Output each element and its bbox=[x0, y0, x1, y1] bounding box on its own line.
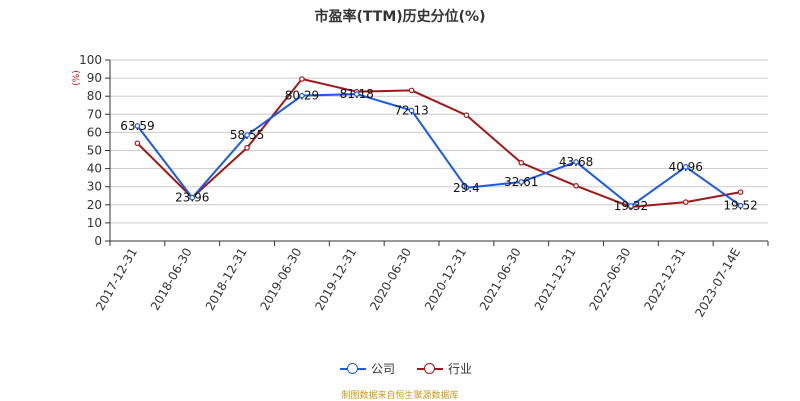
data-label: 72.13 bbox=[394, 103, 428, 117]
data-point-1 bbox=[737, 189, 744, 195]
legend-swatch-company bbox=[340, 362, 366, 375]
series-line-1 bbox=[136, 77, 741, 208]
data-point-0 bbox=[737, 202, 744, 209]
data-label: 43.68 bbox=[559, 155, 593, 169]
data-label: 81.18 bbox=[340, 87, 374, 101]
y-tick-label: 0 bbox=[94, 234, 102, 248]
x-tick-label: 2022-06-30 bbox=[587, 246, 634, 313]
source-note: 制图数据来自恒生聚源数据库 bbox=[341, 391, 459, 401]
data-point-0 bbox=[408, 107, 415, 114]
data-label: 40.96 bbox=[669, 160, 703, 174]
data-label: 19.52 bbox=[723, 199, 757, 213]
legend-label-industry: 行业 bbox=[448, 362, 473, 376]
data-point-0 bbox=[353, 91, 360, 97]
data-label: 80.29 bbox=[285, 89, 319, 103]
data-point-0 bbox=[682, 164, 689, 170]
x-tick-label: 2021-12-31 bbox=[532, 246, 579, 313]
x-tick-label: 2022-12-31 bbox=[641, 246, 688, 313]
data-point-0 bbox=[628, 203, 634, 209]
series-layer bbox=[134, 76, 744, 210]
legend: 公司 行业 bbox=[340, 360, 472, 377]
y-axis-label: (%) bbox=[72, 70, 82, 86]
y-tick-label: 70 bbox=[87, 107, 102, 121]
data-label: 23.96 bbox=[175, 191, 209, 205]
data-point-0 bbox=[463, 184, 470, 191]
y-tick-label: 40 bbox=[87, 162, 102, 176]
data-point-1 bbox=[299, 76, 305, 82]
y-tick-label: 80 bbox=[87, 89, 102, 103]
data-point-1 bbox=[463, 112, 470, 119]
legend-item-company[interactable]: 公司 bbox=[340, 360, 395, 377]
y-tick-label: 60 bbox=[87, 125, 102, 139]
data-point-0 bbox=[244, 132, 250, 138]
data-labels: 63.59 23.96 58.55 80.29 81.18 72.13 29.4 32.61 4… bbox=[120, 87, 758, 213]
data-label: 29.4 bbox=[453, 181, 480, 195]
x-tick-label: 2020-06-30 bbox=[367, 246, 414, 313]
x-tick-label: 2021-06-30 bbox=[477, 246, 524, 313]
data-point-0 bbox=[573, 159, 579, 165]
y-tick-label: 50 bbox=[87, 144, 102, 158]
legend-swatch-industry bbox=[417, 362, 444, 375]
data-point-1 bbox=[408, 87, 415, 94]
data-point-1 bbox=[244, 144, 250, 151]
legend-label-company: 公司 bbox=[371, 362, 396, 376]
series-line-0 bbox=[136, 93, 742, 208]
x-tick-label: 2019-06-30 bbox=[258, 246, 305, 313]
data-point-0 bbox=[299, 92, 305, 99]
y-tick-label: 90 bbox=[87, 71, 102, 85]
x-tick-label: 2019-12-31 bbox=[312, 246, 359, 313]
data-label: 63.59 bbox=[120, 119, 154, 133]
x-tick-label: 2023-07-14E bbox=[692, 246, 743, 320]
x-tick-label: 2020-12-31 bbox=[422, 245, 469, 312]
data-point-1 bbox=[518, 160, 525, 166]
chart-title: 市盈率(TTM)历史分位(%) bbox=[314, 9, 486, 25]
x-tick-label: 2017-12-31 bbox=[93, 246, 140, 313]
x-tick-label: 2018-12-31 bbox=[203, 245, 250, 312]
y-tick-label: 100 bbox=[79, 53, 102, 67]
data-point-0 bbox=[518, 179, 525, 185]
data-label: 32.61 bbox=[504, 175, 538, 189]
data-point-1 bbox=[134, 140, 141, 147]
data-point-0 bbox=[189, 194, 196, 201]
y-tick-label: 10 bbox=[87, 216, 102, 230]
data-point-1 bbox=[573, 182, 579, 189]
data-label: 58.55 bbox=[230, 128, 264, 142]
x-tick-label: 2018-06-30 bbox=[148, 246, 195, 313]
data-point-1 bbox=[682, 199, 689, 205]
data-label: 19.32 bbox=[614, 199, 648, 213]
data-point-0 bbox=[134, 123, 141, 129]
y-tick-label: 20 bbox=[87, 198, 102, 212]
legend-item-industry[interactable]: 行业 bbox=[417, 360, 472, 377]
y-tick-label: 30 bbox=[87, 180, 102, 194]
